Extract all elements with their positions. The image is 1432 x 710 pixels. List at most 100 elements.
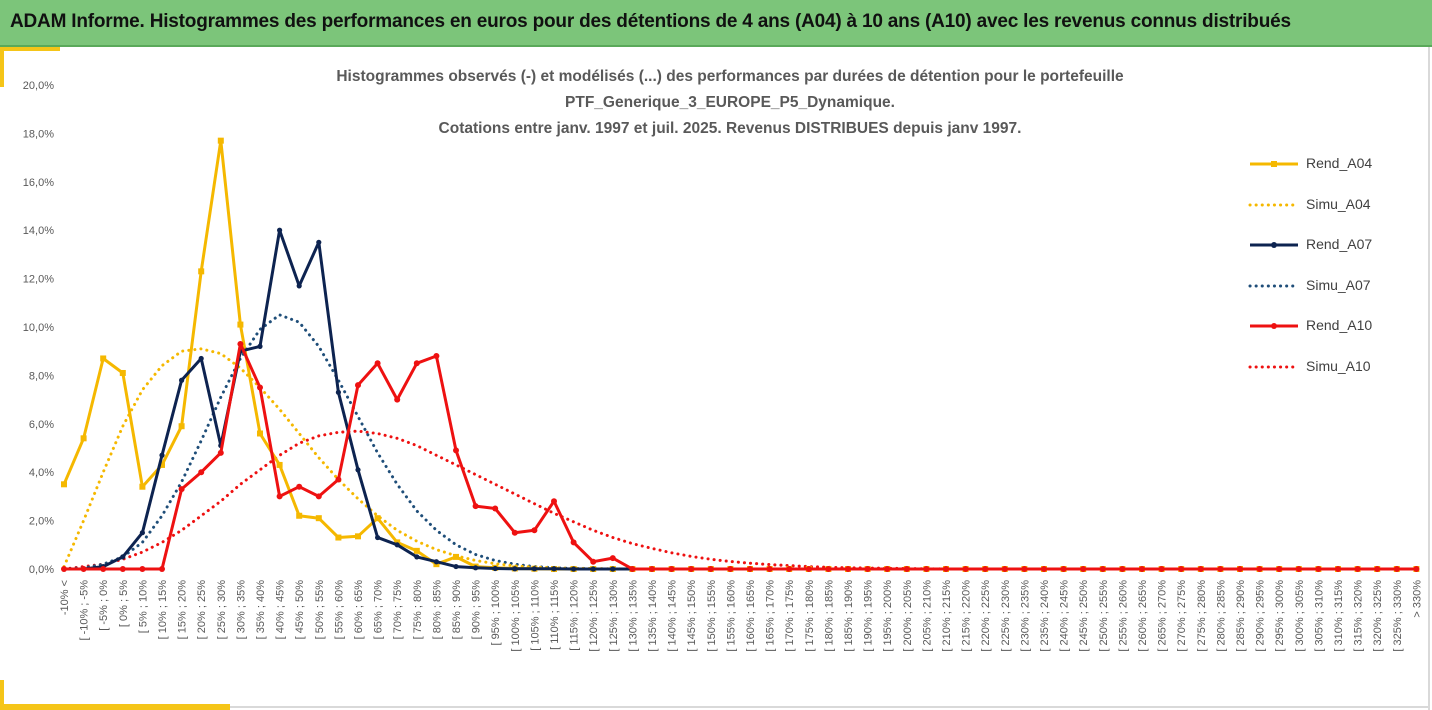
x-tick-label: [ 305% ; 310% [1313,580,1325,652]
y-tick-label: 10,0% [23,322,54,334]
data-point-rend-a07 [179,377,185,383]
x-tick-label: [ 65% ; 70% [373,580,385,640]
data-point-rend-a10 [766,566,773,572]
x-tick-label: [ 85% ; 90% [451,580,463,640]
data-point-rend-a10 [727,566,734,572]
x-tick-label: [ 50% ; 55% [314,580,326,640]
data-point-rend-a10 [1060,566,1067,572]
data-point-rend-a10 [884,566,891,572]
data-point-rend-a10 [747,566,753,572]
x-tick-label: [ 190% ; 195% [863,580,875,652]
x-tick-label: [ 300% ; 305% [1294,580,1306,652]
y-tick-label: 16,0% [23,177,54,189]
x-tick-label: [ 125% ; 130% [608,580,620,652]
data-point-rend-a07 [257,343,263,349]
data-point-rend-a07 [473,565,479,571]
data-point-rend-a07 [414,554,420,560]
data-point-rend-a10 [629,566,636,572]
data-point-rend-a10 [570,539,577,546]
x-tick-label: [ 210% ; 215% [941,580,953,652]
data-point-rend-a10 [374,360,381,367]
x-tick-label: [ -5% ; 0% [98,580,110,631]
data-point-rend-a10 [1099,566,1106,572]
y-tick-label: 6,0% [29,419,54,431]
data-point-rend-a04 [237,321,244,328]
data-point-rend-a10 [943,566,949,572]
data-point-rend-a04 [257,430,263,437]
data-point-rend-a10 [198,469,205,476]
x-tick-label: [ 90% ; 95% [471,580,483,640]
x-tick-label: [ 10% ; 15% [157,580,169,640]
chart-title-line-1: Histogrammes observés (-) et modélisés (… [336,68,1124,85]
data-point-rend-a10 [1021,566,1028,572]
y-tick-label: 2,0% [29,516,54,528]
x-tick-label: [ 95% ; 100% [490,580,502,646]
data-point-rend-a07 [433,559,439,565]
x-tick-label: [ 265% ; 270% [1157,580,1169,652]
x-tick-label: [ 310% ; 315% [1333,580,1345,652]
data-point-rend-a04 [276,461,283,468]
data-point-rend-a10 [453,447,459,454]
data-point-rend-a10 [492,505,499,512]
data-point-rend-a10 [1295,566,1302,572]
data-point-rend-a10 [903,566,910,572]
x-tick-label: [ 45% ; 50% [294,580,306,640]
x-tick-label: [ 195% ; 200% [882,580,894,652]
x-tick-label: [ 0% ; 5% [118,580,130,627]
series-line-rend-a07 [64,228,1417,571]
series-line-simu-a10 [62,429,1418,571]
data-point-rend-a07 [120,554,126,560]
data-point-rend-a07 [316,239,322,245]
x-tick-label: [ 110% ; 115% [549,580,561,650]
data-point-rend-a04 [80,435,87,442]
y-tick-label: 12,0% [23,274,54,286]
y-tick-label: 20,0% [23,80,54,92]
legend-item: Rend_A10 [1248,314,1388,338]
x-tick-label: [ 150% ; 155% [706,580,718,652]
x-tick-label: [ 60% ; 65% [353,580,365,640]
x-tick-label: [ 215% ; 220% [961,580,973,652]
data-point-rend-a10 [1119,566,1126,572]
data-point-rend-a07 [355,467,361,473]
legend-swatch [1250,161,1298,167]
corner-accent-bottom-vertical [0,680,4,710]
data-point-rend-a04 [374,515,381,522]
legend-label: Rend_A10 [1306,317,1373,333]
legend-swatch [1248,284,1300,287]
x-tick-label: [ 165% ; 170% [765,580,777,652]
x-tick-label: [ 220% ; 225% [980,580,992,652]
data-point-rend-a10 [1374,566,1381,572]
x-tick-label: [ 105% ; 110% [529,580,541,651]
data-point-rend-a10 [433,353,440,360]
data-point-rend-a07 [159,452,165,458]
legend-swatch [1250,323,1298,329]
series-line-rend-a04 [62,139,1417,571]
x-tick-label: [ 225% ; 230% [1000,580,1012,652]
data-point-rend-a10 [707,566,714,572]
legend-swatch [1248,203,1300,206]
data-point-rend-a04 [198,268,205,275]
x-tick-label: [ 75% ; 80% [412,580,424,640]
data-point-rend-a10 [531,527,538,534]
data-point-rend-a10 [1197,566,1204,572]
x-tick-label: [ 275% ; 280% [1196,580,1208,652]
data-point-rend-a10 [394,396,401,403]
data-point-rend-a10 [982,566,989,572]
legend-item: Rend_A04 [1248,152,1388,176]
data-point-rend-a10 [1080,566,1087,572]
data-point-rend-a10 [1139,566,1145,572]
data-point-rend-a10 [296,483,303,490]
x-tick-label: [ 30% ; 35% [235,580,247,640]
report-title: ADAM Informe. Histogrammes des performan… [10,11,1291,32]
x-tick-label: [ 180% ; 185% [823,580,835,652]
data-point-rend-a10 [413,360,420,367]
x-tick-label: [ 115% ; 120% [569,580,581,651]
x-tick-label: [ 15% ; 20% [177,580,189,640]
x-tick-label: [ -10% ; -5% [79,580,91,641]
data-point-rend-a07 [277,227,283,233]
data-point-rend-a07 [571,566,577,572]
data-point-rend-a10 [61,566,67,572]
x-tick-label: [ 120% ; 125% [588,580,600,652]
x-tick-label: [ 25% ; 30% [216,580,228,640]
data-point-rend-a07 [453,563,459,570]
